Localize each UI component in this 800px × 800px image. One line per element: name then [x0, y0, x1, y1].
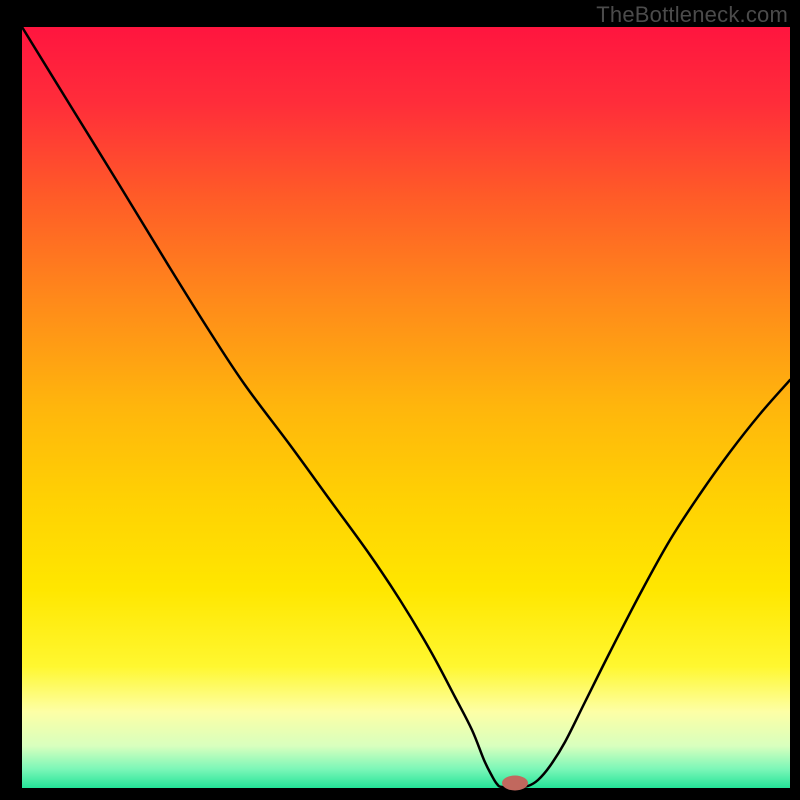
- bottleneck-chart: [0, 0, 800, 800]
- attribution-text: TheBottleneck.com: [596, 2, 788, 28]
- plot-gradient-bg: [22, 27, 790, 788]
